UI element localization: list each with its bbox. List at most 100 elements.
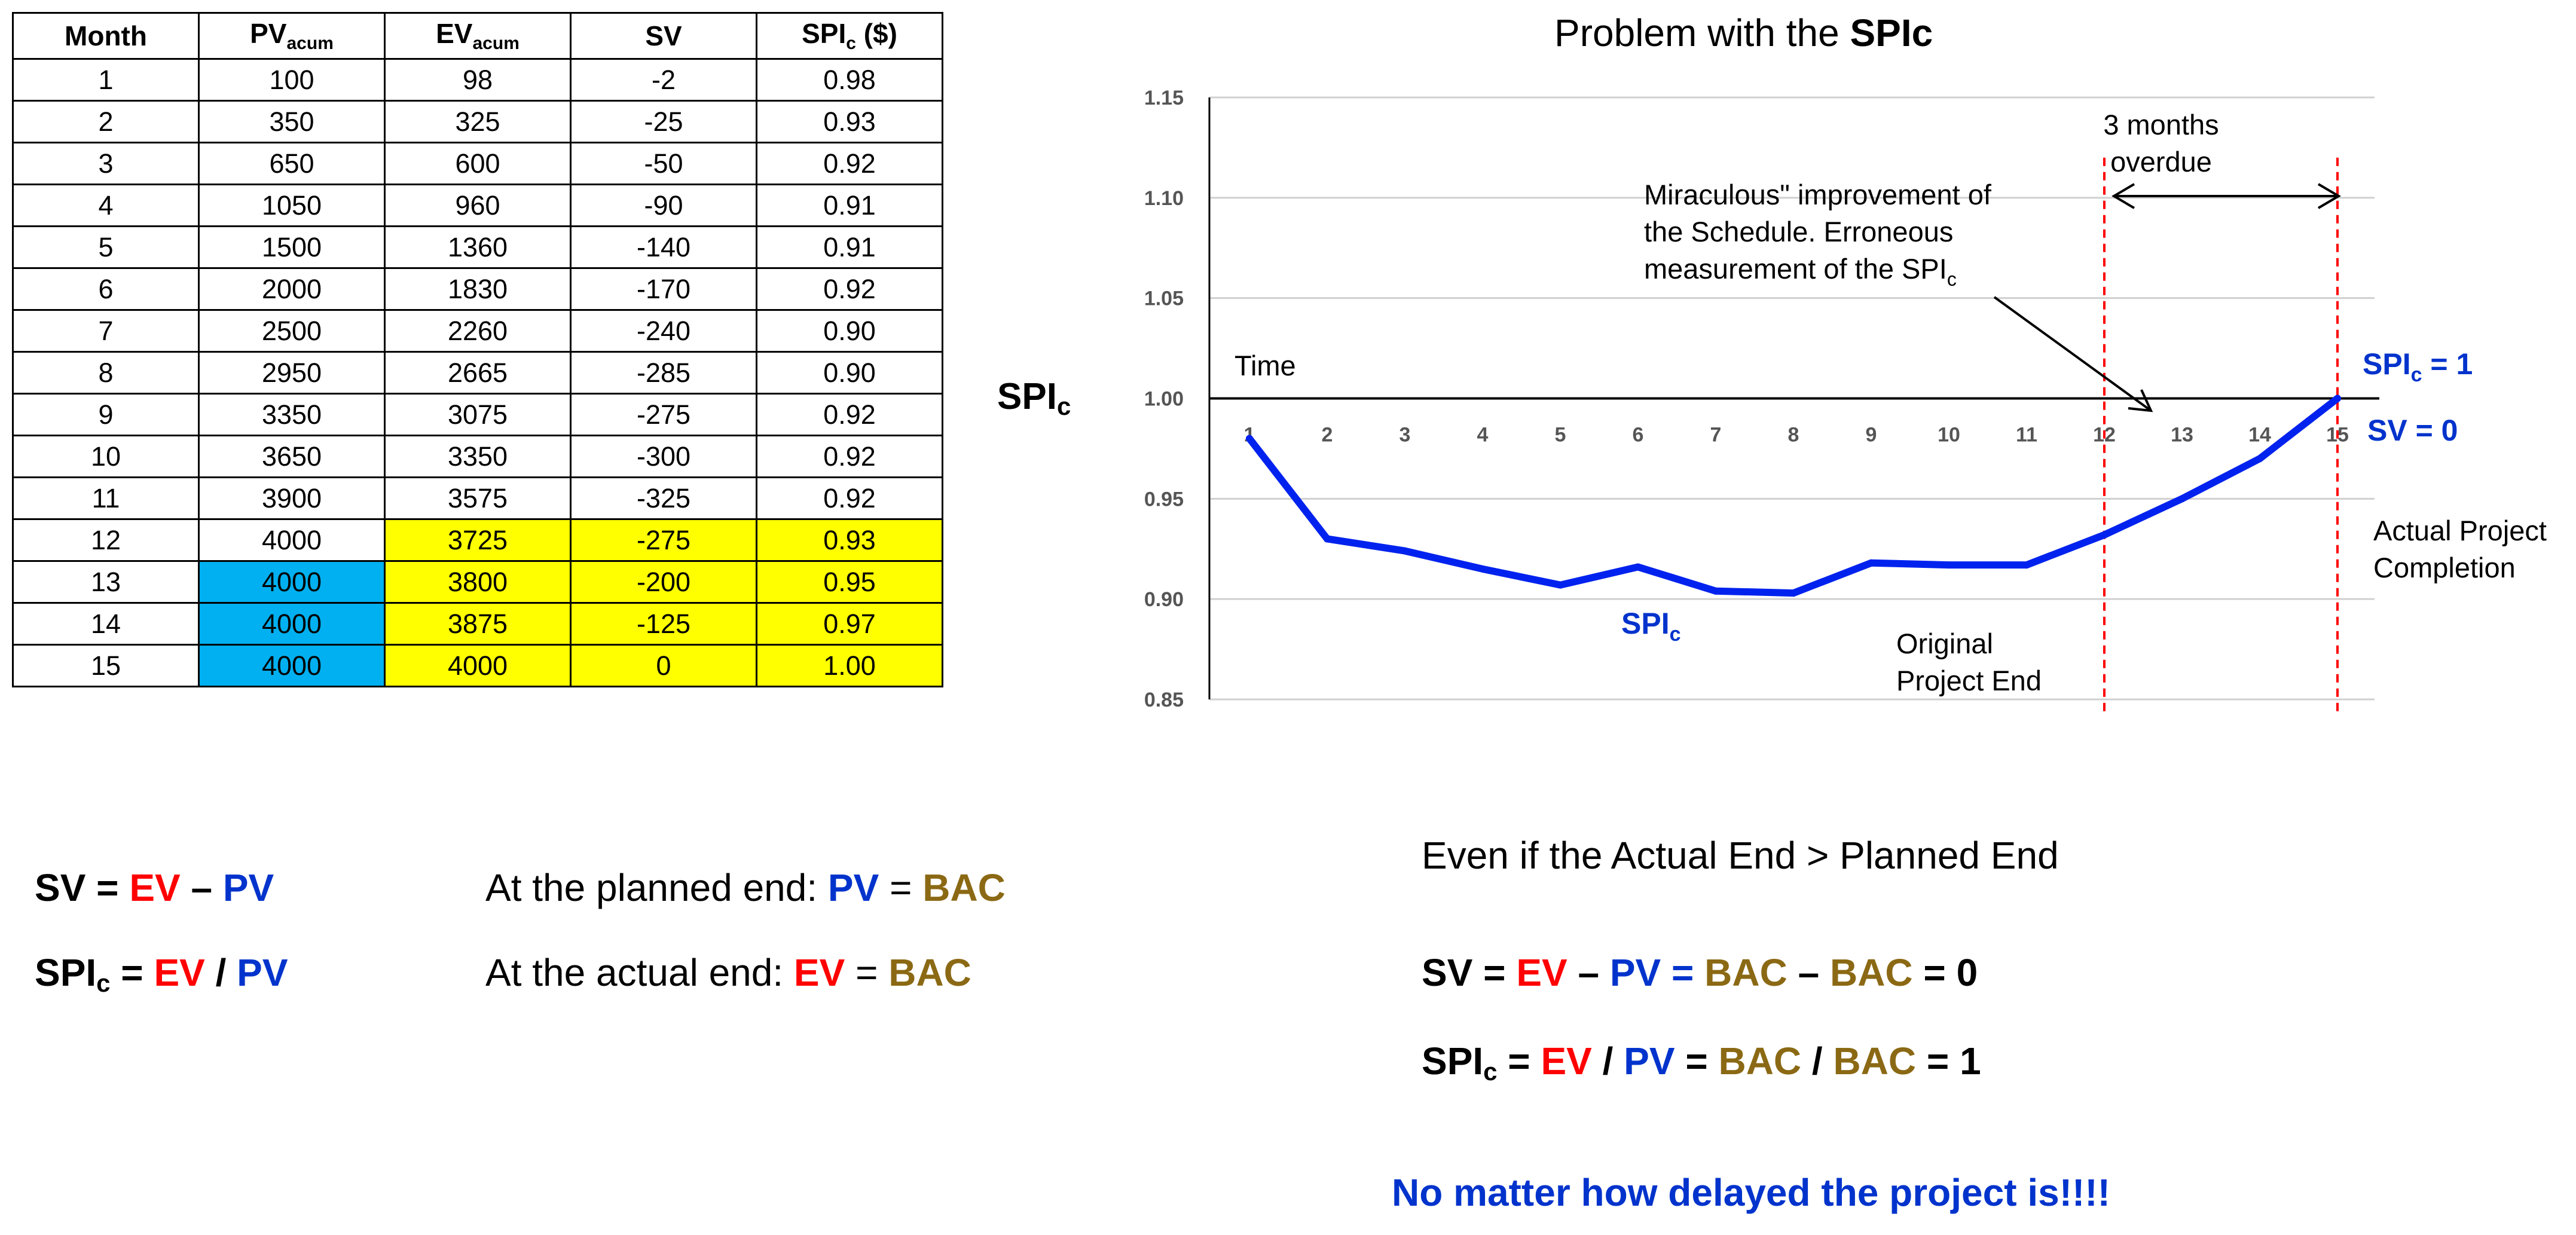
spic-equals-one: SPIc = 1 [2363, 347, 2473, 386]
series-point [2334, 395, 2341, 402]
y-tick-label: 0.90 [1144, 588, 1184, 611]
cell-pv: 100 [198, 58, 386, 102]
cell-month: 13 [12, 560, 200, 604]
series-point [2256, 455, 2263, 463]
x-tick-label: 8 [1788, 424, 1799, 447]
cell-pv: 1050 [198, 184, 386, 227]
cell-sv: -50 [570, 142, 757, 185]
cell-ev: 98 [384, 58, 572, 102]
table-row: 7 2500 2260 -240 0.90 [12, 309, 943, 353]
cell-month: 8 [12, 351, 200, 395]
table-row: 3 650 600 -50 0.92 [12, 142, 943, 185]
no-matter-statement: No matter how delayed the project is!!!! [1392, 1171, 2110, 1214]
cell-sv: -25 [570, 100, 757, 143]
cell-spic: 0.91 [756, 225, 943, 269]
miraculous-line-3: measurement of the SPIc [1644, 253, 1957, 290]
cell-sv: -90 [570, 184, 757, 227]
table-row: 11 3900 3575 -325 0.92 [12, 476, 943, 520]
cell-month: 9 [12, 393, 200, 436]
cell-ev: 325 [384, 100, 572, 143]
cell-month: 6 [12, 267, 200, 311]
overdue-text-1: 3 months [2103, 109, 2219, 140]
cell-ev: 2665 [384, 351, 572, 395]
cell-pv: 650 [198, 142, 386, 185]
cell-spic: 0.92 [756, 142, 943, 185]
chart-y-ticks: 1.15 1.10 1.05 1.00 0.95 0.90 0.85 [1144, 87, 1184, 711]
cell-sv: -140 [570, 225, 757, 269]
series-point [1246, 435, 1253, 442]
planned-end-statement: At the planned end: PV = BAC [485, 866, 1006, 909]
x-tick-label: 14 [2248, 424, 2271, 447]
x-tick-label: 10 [1938, 424, 1960, 447]
cell-ev: 2260 [384, 309, 572, 353]
table-row: 15 4000 4000 0 1.00 [12, 644, 943, 687]
cell-sv: -2 [570, 58, 757, 102]
cell-pv: 2950 [198, 351, 386, 395]
chart-title: Problem with the SPIc [1554, 11, 1933, 54]
cell-month: 2 [12, 100, 200, 143]
x-tick-label: 5 [1555, 424, 1566, 447]
cell-month: 7 [12, 309, 200, 353]
cell-spic: 0.92 [756, 267, 943, 311]
cell-pv: 1500 [198, 225, 386, 269]
header-pv: PVacum [198, 12, 386, 60]
y-tick-label: 0.85 [1144, 689, 1184, 711]
cell-spic: 0.91 [756, 184, 943, 227]
overdue-text-2: overdue [2110, 146, 2212, 178]
series-point [2178, 495, 2186, 503]
original-end-text-1: Original [1896, 628, 1993, 659]
actual-end-statement: At the actual end: EV = BAC [485, 951, 971, 994]
series-point [2101, 531, 2108, 539]
x-tick-label: 13 [2171, 424, 2193, 447]
x-tick-label: 7 [1710, 424, 1722, 447]
cell-pv: 4000 [198, 518, 386, 562]
cell-month: 14 [12, 602, 200, 646]
cell-ev: 3875 [384, 602, 572, 646]
sv-equals-zero: SV = 0 [2367, 414, 2458, 447]
cell-sv: 0 [570, 644, 757, 687]
cell-ev: 3075 [384, 393, 572, 436]
miraculous-line-2: the Schedule. Erroneous [1644, 216, 1953, 247]
cell-spic: 0.90 [756, 351, 943, 395]
cell-ev: 1830 [384, 267, 572, 311]
cell-sv: -285 [570, 351, 757, 395]
spic-line-chart: 1.151.101.051.000.950.900.85 1 2 3 4 5 6 7 8 9 10… [1144, 87, 2547, 713]
series-point [1868, 559, 1875, 567]
chart-annotations: Time 3 months overdue Miraculous" improv… [1234, 109, 2547, 696]
cell-month: 5 [12, 225, 200, 269]
cell-sv: -325 [570, 476, 757, 520]
cell-month: 12 [12, 518, 200, 562]
cell-pv: 3650 [198, 435, 386, 478]
y-tick-label: 1.10 [1144, 187, 1184, 210]
header-month: Month [12, 12, 200, 60]
header-sv: SV [570, 12, 757, 60]
table-row: 13 4000 3800 -200 0.95 [12, 560, 943, 604]
cell-spic: 0.92 [756, 393, 943, 436]
cell-sv: -275 [570, 518, 757, 562]
series-point [1479, 565, 1486, 573]
table-row: 9 3350 3075 -275 0.92 [12, 393, 943, 436]
cell-spic: 0.97 [756, 602, 943, 646]
cell-sv: -275 [570, 393, 757, 436]
table-row: 2 350 325 -25 0.93 [12, 100, 943, 143]
cell-month: 4 [12, 184, 200, 227]
table-row: 8 2950 2665 -285 0.90 [12, 351, 943, 395]
cell-spic: 0.93 [756, 100, 943, 143]
cell-ev: 960 [384, 184, 572, 227]
cell-spic: 1.00 [756, 644, 943, 687]
cell-spic: 0.98 [756, 58, 943, 102]
cell-pv: 4000 [198, 602, 386, 646]
cell-sv: -300 [570, 435, 757, 478]
overdue-arrowhead-right [2317, 183, 2341, 209]
miraculous-line-1: Miraculous" improvement of [1644, 179, 1992, 210]
cell-ev: 3725 [384, 518, 572, 562]
table-row: 10 3650 3350 -300 0.92 [12, 435, 943, 478]
cell-spic: 0.93 [756, 518, 943, 562]
cell-month: 1 [12, 58, 200, 102]
cell-pv: 4000 [198, 644, 386, 687]
cell-spic: 0.92 [756, 435, 943, 478]
cell-spic: 0.90 [756, 309, 943, 353]
series-point [1401, 547, 1408, 555]
series-point [1790, 589, 1797, 597]
cell-pv: 2000 [198, 267, 386, 311]
